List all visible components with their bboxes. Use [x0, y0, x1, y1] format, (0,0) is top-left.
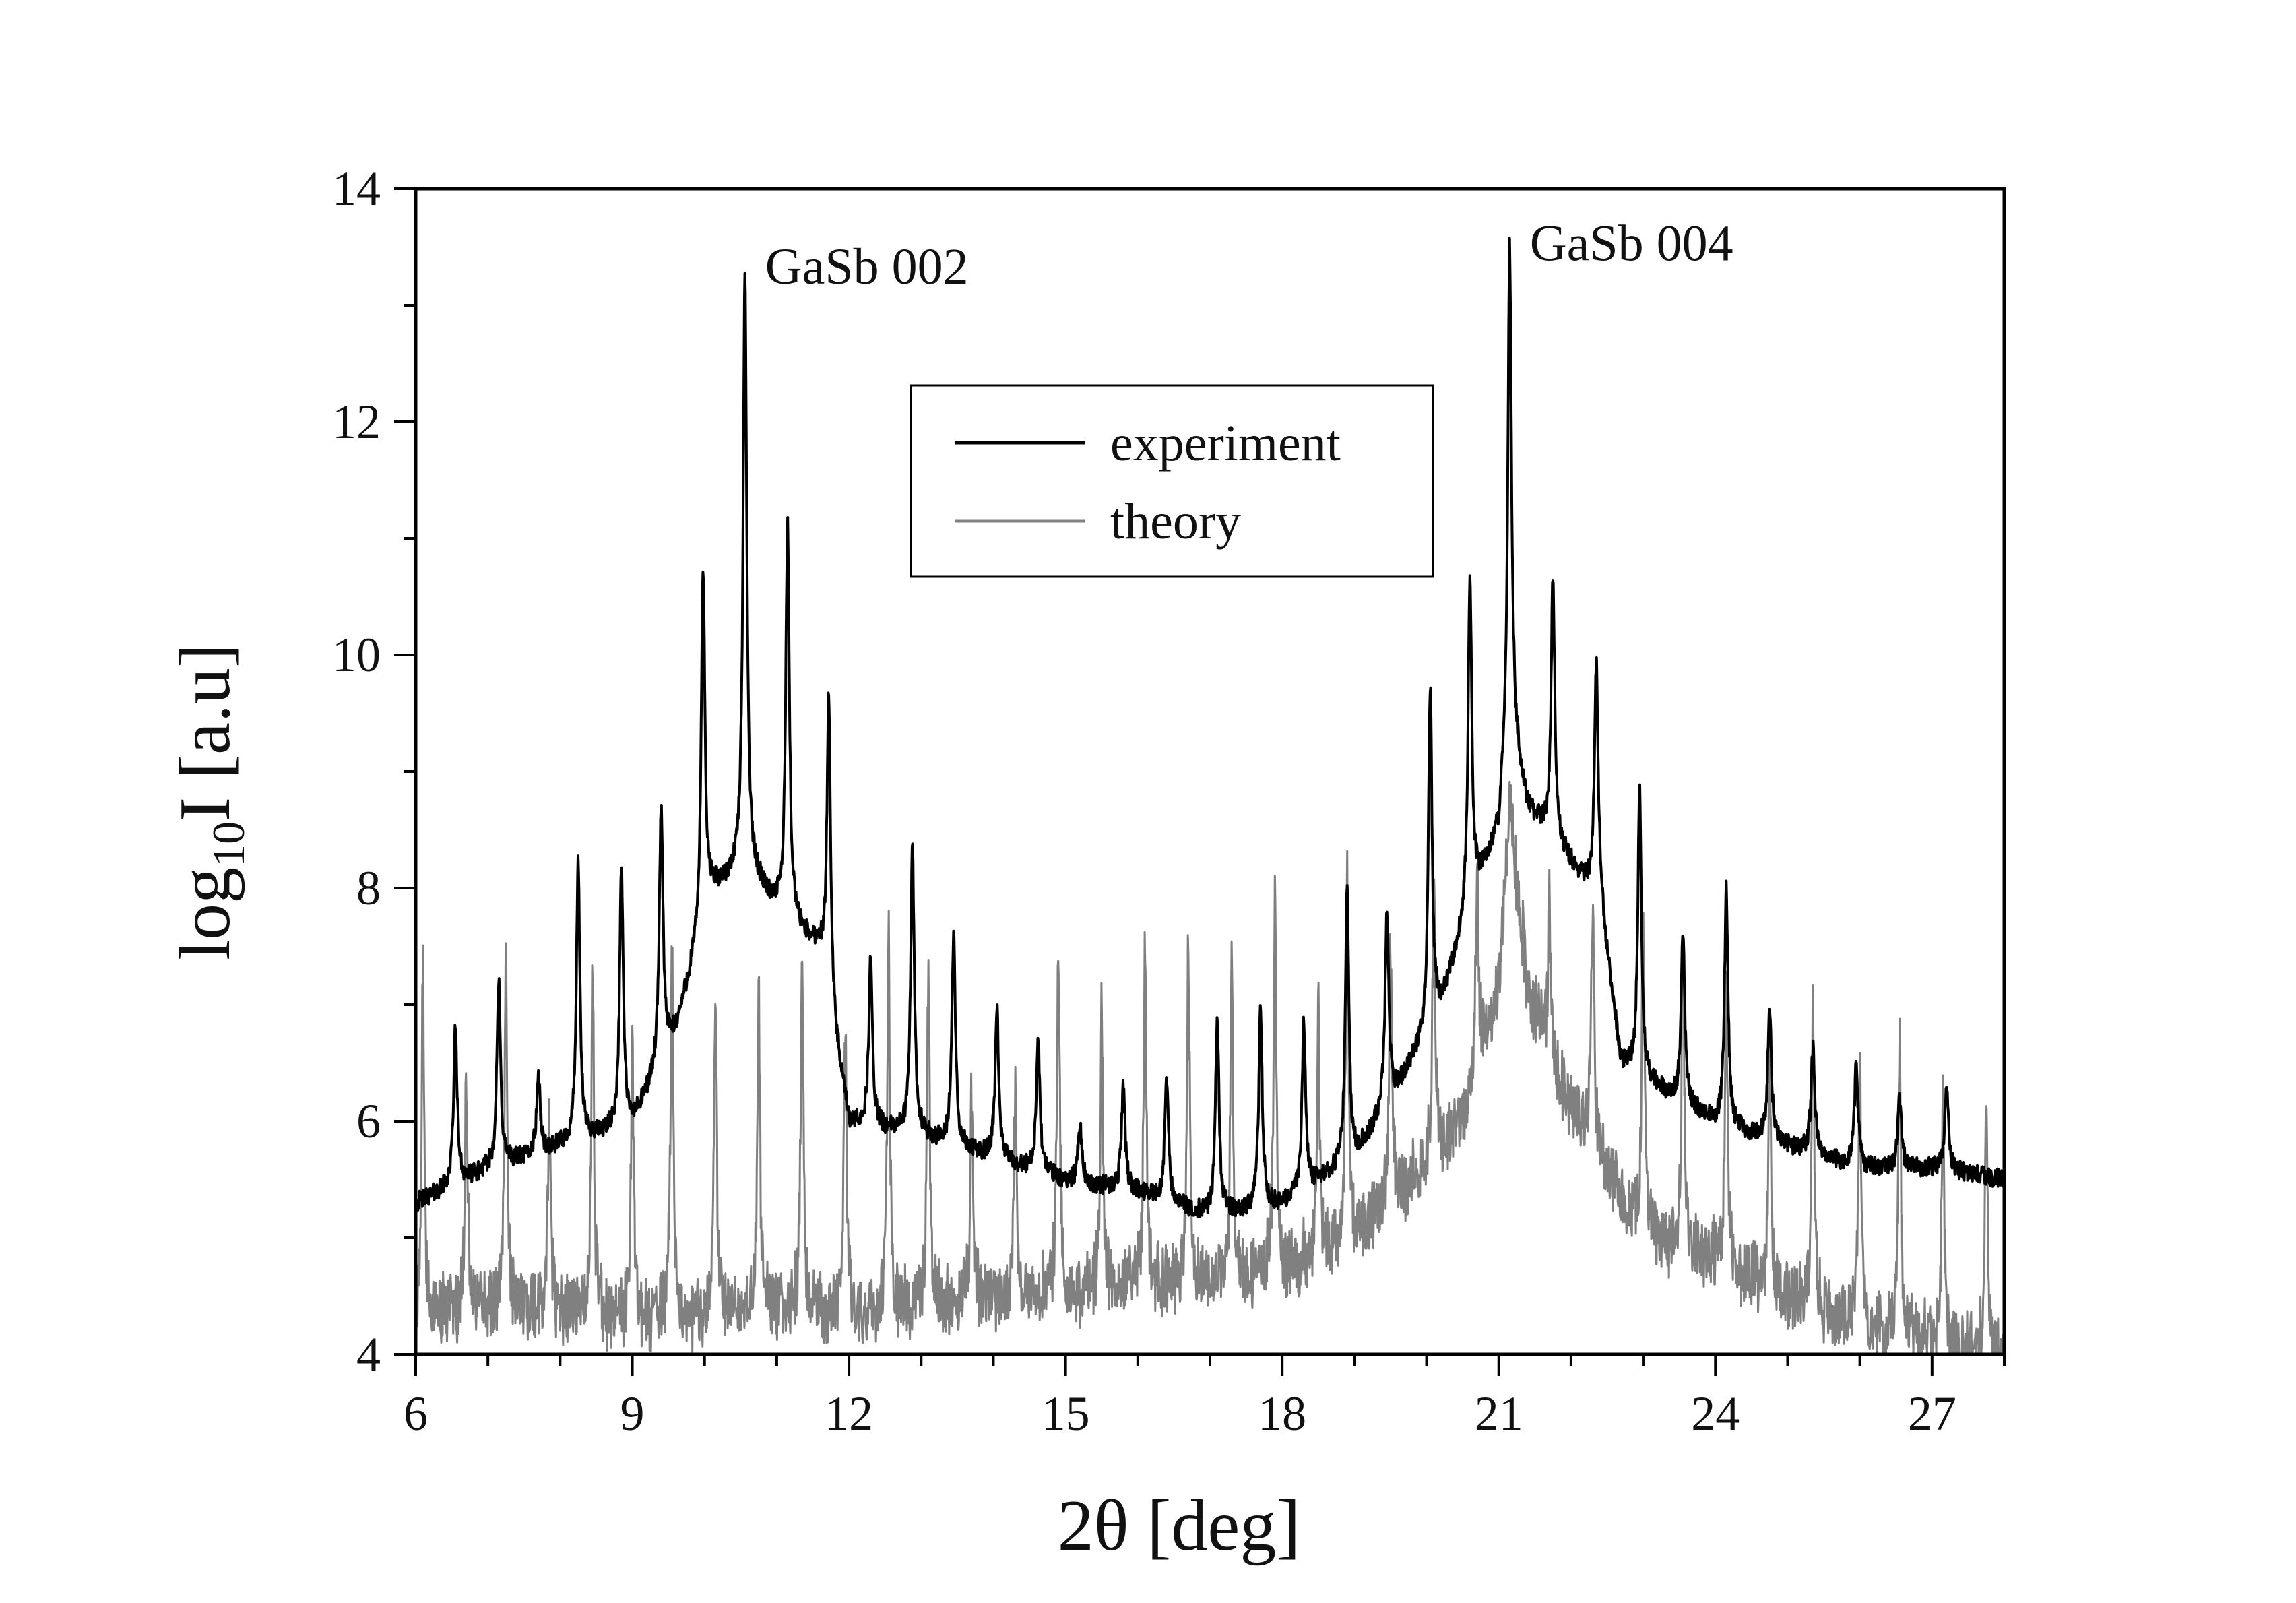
- x-axis-title: 2θ [deg]: [1058, 1486, 1301, 1566]
- peak-annotation-label: GaSb 004: [1530, 216, 1733, 272]
- y-axis-title-suffix: I [a.u]: [165, 643, 245, 821]
- x-tick-label: 24: [1691, 1387, 1740, 1441]
- x-tick-label: 18: [1258, 1387, 1306, 1441]
- y-tick-label: 8: [356, 861, 381, 915]
- peak-annotations: GaSb 002 GaSb 004: [765, 216, 1733, 296]
- x-tick-label: 27: [1908, 1387, 1956, 1441]
- y-tick-label: 10: [332, 628, 381, 682]
- legend-label-theory: theory: [1110, 493, 1241, 550]
- plot-frame: [414, 187, 2006, 1356]
- x-axis: 6 9 12 15 18 21 24 27: [404, 1354, 2006, 1441]
- y-tick-label: 12: [332, 395, 381, 449]
- y-axis-title-subscript: 10: [203, 821, 254, 867]
- y-tick-label: 6: [356, 1094, 381, 1148]
- x-tick-label: 6: [404, 1387, 428, 1441]
- peak-annotation-label: GaSb 002: [765, 239, 969, 295]
- legend-label-experiment: experiment: [1110, 415, 1341, 472]
- y-axis-title: log10I [a.u]: [165, 643, 254, 960]
- series-experiment: [414, 237, 2006, 1218]
- y-axis-title-prefix: log: [165, 867, 245, 960]
- y-axis: 4 6 8 10 12 14: [332, 162, 416, 1381]
- y-tick-label: 4: [356, 1327, 381, 1381]
- legend: experiment theory: [910, 384, 1434, 578]
- line-theory: [414, 780, 2006, 1356]
- series-theory: [414, 780, 2006, 1356]
- y-tick-label: 14: [332, 162, 381, 216]
- x-tick-label: 21: [1475, 1387, 1523, 1441]
- x-tick-label: 15: [1042, 1387, 1090, 1441]
- legend-box: [910, 384, 1434, 578]
- x-tick-label: 9: [620, 1387, 645, 1441]
- x-tick-label: 12: [825, 1387, 873, 1441]
- line-experiment: [414, 237, 2006, 1218]
